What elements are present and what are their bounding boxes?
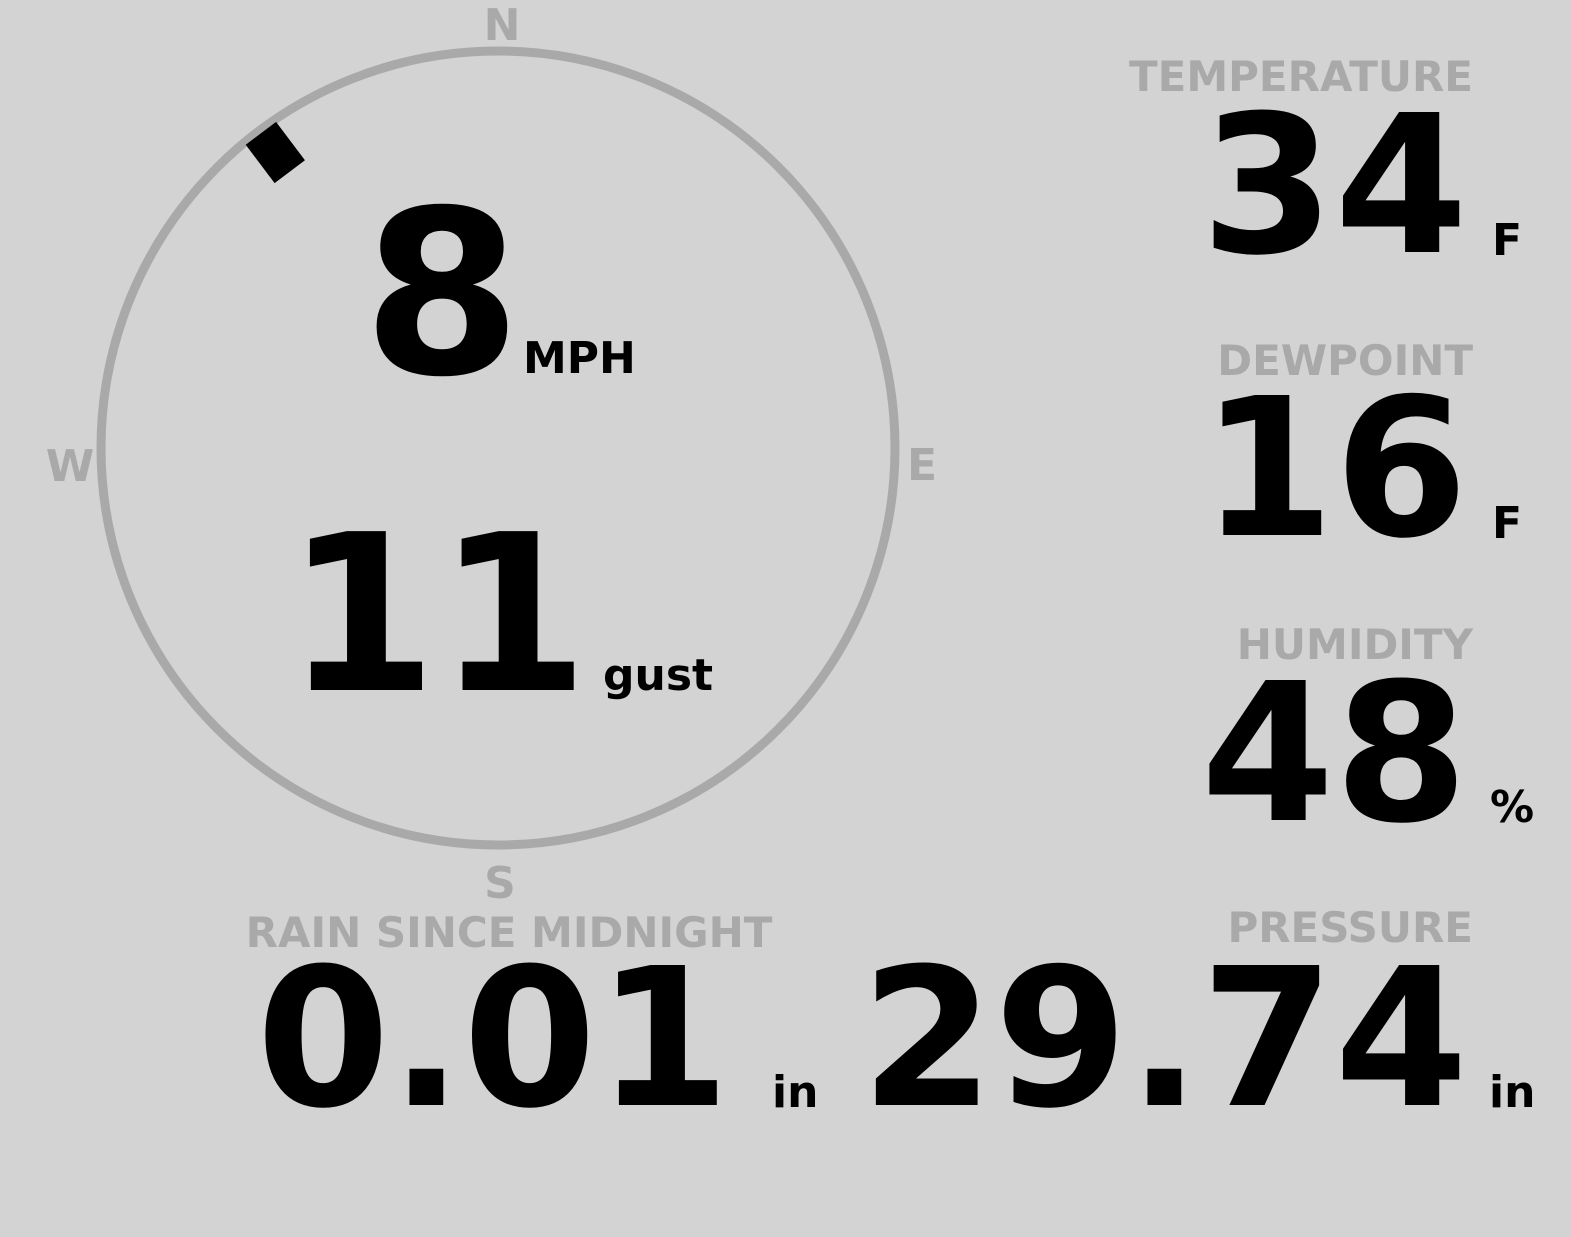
wind-gust: 11 (285, 489, 588, 742)
rain-unit: in (772, 1067, 818, 1118)
humidity-unit: % (1490, 782, 1534, 833)
compass-ring (96, 46, 900, 850)
temperature-value: 34 (1201, 75, 1468, 298)
humidity-value: 48 (1201, 643, 1468, 866)
wind-speed-unit: MPH (523, 333, 636, 384)
pressure-unit: in (1489, 1067, 1535, 1118)
rain-label: RAIN SINCE MIDNIGHT (246, 908, 773, 957)
dewpoint-unit: F (1492, 498, 1522, 549)
compass-east: E (907, 440, 937, 491)
temperature-label: TEMPERATURE (1129, 52, 1473, 101)
wind-speed: 8 (363, 161, 522, 427)
temperature-unit: F (1492, 215, 1522, 266)
compass-south: S (484, 858, 516, 909)
dewpoint-label: DEWPOINT (1217, 336, 1473, 385)
rain-value: 0.01 (256, 928, 730, 1151)
pressure-label: PRESSURE (1227, 903, 1473, 952)
humidity-label: HUMIDITY (1237, 620, 1474, 669)
wind-direction-group (245, 121, 305, 184)
pressure-value: 29.74 (861, 928, 1468, 1151)
compass-west: W (46, 441, 95, 492)
compass-north: N (484, 0, 521, 51)
dewpoint-value: 16 (1201, 358, 1468, 581)
wind-direction-marker (245, 121, 305, 184)
wind-gust-unit: gust (603, 650, 713, 701)
